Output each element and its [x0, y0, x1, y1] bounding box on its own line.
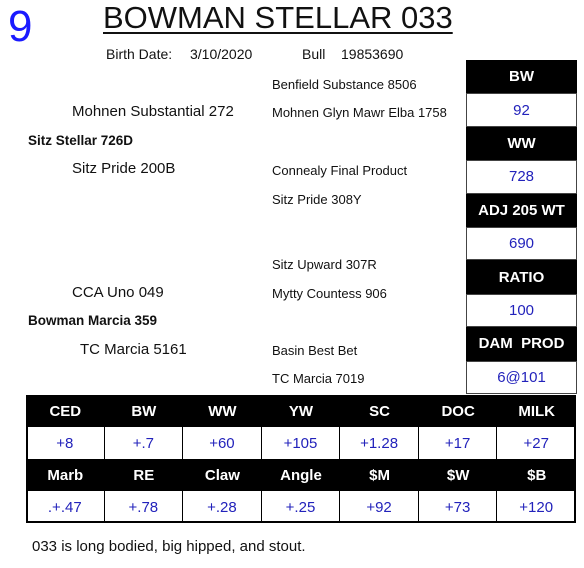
pedigree-name: Sitz Upward 307R — [272, 257, 377, 272]
epd-label: Angle — [261, 459, 341, 491]
epd-value: .+.47 — [26, 491, 105, 523]
pedigree-name: Sitz Pride 308Y — [272, 192, 362, 207]
performance-value: 100 — [466, 293, 577, 328]
performance-label: ADJ 205 WT — [466, 193, 577, 227]
epd-value: +92 — [340, 491, 419, 523]
epd-label: Marb — [26, 459, 105, 491]
pedigree-name: Basin Best Bet — [272, 343, 358, 358]
performance-value: 728 — [466, 160, 577, 194]
epd-label: WW — [183, 395, 262, 427]
epd-label: MILK — [497, 395, 576, 427]
epd-value: +.28 — [183, 491, 262, 523]
epd-label: $M — [340, 459, 419, 491]
epd-value: +120 — [497, 491, 576, 523]
pedigree-name: Mytty Countess 906 — [272, 286, 387, 301]
performance-value: 6@101 — [466, 360, 577, 394]
epd-value: +60 — [183, 427, 262, 459]
epd-value: +.78 — [104, 491, 184, 523]
epd-label: RE — [104, 459, 184, 491]
epd-label: $B — [497, 459, 576, 491]
pedigree-name: CCA Uno 049 — [72, 284, 164, 301]
pedigree-name: TC Marcia 5161 — [80, 341, 187, 358]
comment: 033 is long bodied, big hipped, and stou… — [32, 538, 306, 555]
pedigree-name: TC Marcia 7019 — [272, 371, 365, 386]
pedigree-name: Benfield Substance 8506 — [272, 77, 417, 92]
epd-value: +17 — [418, 427, 498, 459]
performance-label: RATIO — [466, 260, 577, 294]
pedigree-name: Mohnen Substantial 272 — [72, 103, 234, 120]
performance-label: DAM PROD — [466, 327, 577, 361]
pedigree-name: Sitz Pride 200B — [72, 160, 176, 177]
lot-number: 9 — [8, 2, 33, 51]
epd-label: BW — [104, 395, 184, 427]
pedigree-name: Connealy Final Product — [272, 163, 408, 178]
performance-value: 92 — [466, 93, 577, 127]
epd-label: SC — [340, 395, 419, 427]
sex: Bull — [302, 46, 326, 62]
epd-value: +27 — [497, 427, 576, 459]
epd-value: +.7 — [104, 427, 184, 459]
epd-value: +8 — [26, 427, 105, 459]
pedigree-name: Sitz Stellar 726D — [28, 133, 134, 148]
epd-label: $W — [418, 459, 498, 491]
epd-value: +.25 — [261, 491, 341, 523]
epd-label: DOC — [418, 395, 498, 427]
epd-value: +1.28 — [340, 427, 419, 459]
animal-name: BOWMAN STELLAR 033 — [103, 0, 453, 35]
epd-label: Claw — [183, 459, 262, 491]
epd-value: +73 — [418, 491, 498, 523]
pedigree-name: Bowman Marcia 359 — [28, 313, 158, 328]
pedigree-name: Mohnen Glyn Mawr Elba 1758 — [272, 105, 447, 120]
epd-value: +105 — [261, 427, 341, 459]
performance-value: 690 — [466, 227, 577, 261]
birth-date: 3/10/2020 — [190, 46, 253, 62]
epd-label: YW — [261, 395, 341, 427]
birth-date-label: Birth Date: — [106, 46, 173, 62]
performance-label: BW — [466, 60, 577, 94]
epd-label: CED — [26, 395, 105, 427]
registration: 19853690 — [341, 46, 404, 62]
performance-label: WW — [466, 126, 577, 161]
